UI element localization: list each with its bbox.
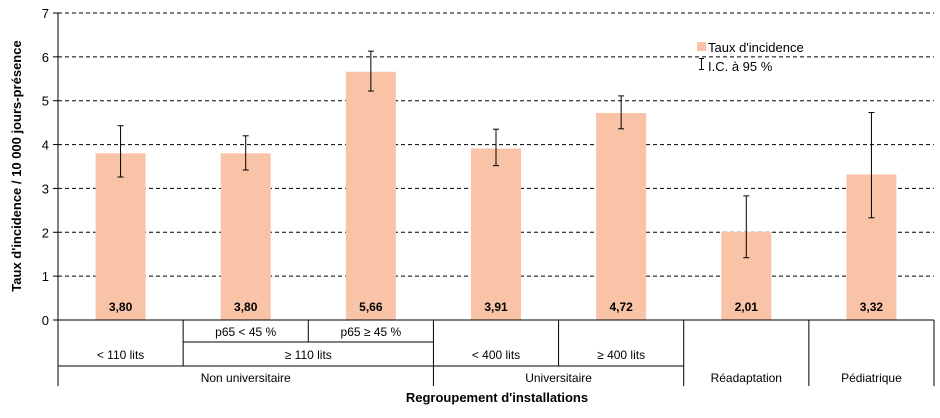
legend: Taux d'incidence I.C. à 95 % bbox=[697, 40, 804, 74]
y-tick-label: 0 bbox=[42, 313, 49, 328]
y-tick-label: 7 bbox=[42, 6, 49, 21]
data-label: 5,66 bbox=[359, 300, 383, 314]
y-axis-title: Taux d'incidence / 10 000 jours-présence bbox=[9, 40, 24, 291]
legend-label-error: I.C. à 95 % bbox=[708, 59, 773, 74]
data-label: 3,91 bbox=[484, 300, 508, 314]
bars bbox=[95, 71, 897, 320]
y-tick-label: 3 bbox=[42, 181, 49, 196]
y-tick-label: 6 bbox=[42, 50, 49, 65]
data-label: 3,80 bbox=[234, 300, 258, 314]
category-label-level1: p65 ≥ 45 % bbox=[341, 325, 402, 339]
data-label: 3,80 bbox=[109, 300, 133, 314]
data-label: 4,72 bbox=[609, 300, 633, 314]
gridlines bbox=[58, 12, 934, 277]
y-tick-label: 2 bbox=[42, 225, 49, 240]
category-label-level2: < 110 lits bbox=[97, 348, 144, 362]
category-label-level3: Non universitaire bbox=[201, 371, 291, 385]
legend-swatch-bar bbox=[697, 42, 706, 51]
error-bars bbox=[117, 50, 875, 259]
category-label-level2: < 400 lits bbox=[472, 348, 520, 362]
bar bbox=[596, 112, 647, 320]
category-label-level3: Pédiatrique bbox=[841, 371, 902, 385]
bar bbox=[345, 71, 396, 320]
category-label-level1: p65 < 45 % bbox=[215, 325, 276, 339]
bar bbox=[220, 153, 271, 320]
y-tick-label: 5 bbox=[42, 94, 49, 109]
bar bbox=[95, 153, 146, 320]
category-label-level3: Universitaire bbox=[525, 371, 592, 385]
data-label: 2,01 bbox=[735, 300, 759, 314]
y-tick-labels: 0 1 2 3 4 5 6 7 bbox=[42, 6, 49, 328]
y-tick-label: 4 bbox=[42, 138, 49, 153]
x-axis-title: Regroupement d'installations bbox=[406, 390, 588, 405]
bar bbox=[470, 148, 522, 320]
category-label-level3: Réadaptation bbox=[711, 371, 782, 385]
data-label: 3,32 bbox=[860, 300, 884, 314]
data-labels: 3,80 3,80 5,66 3,91 4,72 2,01 3,32 bbox=[109, 300, 884, 314]
category-axis: p65 < 45 % p65 ≥ 45 % < 110 lits ≥ 110 lits… bbox=[57, 320, 935, 386]
y-tick-label: 1 bbox=[42, 269, 49, 284]
category-label-level2: ≥ 110 lits bbox=[285, 348, 332, 362]
category-label-level2: ≥ 400 lits bbox=[597, 348, 645, 362]
legend-label-bar: Taux d'incidence bbox=[708, 40, 804, 55]
axes bbox=[53, 12, 934, 321]
legend-swatch-error bbox=[699, 58, 704, 70]
